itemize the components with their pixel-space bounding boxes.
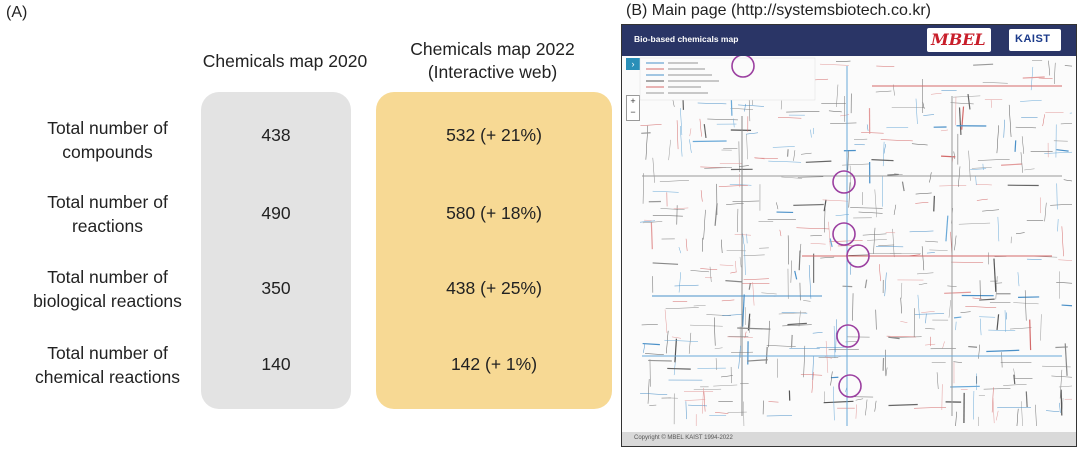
column-header-2022: Chemicals map 2022 (Interactive web) — [385, 38, 600, 84]
mbel-logo: MBEL — [927, 28, 991, 52]
column-header-2022-line-1: Chemicals map 2022 — [410, 39, 575, 59]
map-footer: Copyright © MBEL KAIST 1994-2022 — [622, 432, 1076, 446]
row-label-line: Total number of — [47, 118, 168, 138]
map-screenshot: Bio-based chemicals map MBEL KAIST › + − … — [621, 24, 1077, 447]
row-label-line: Total number of — [47, 192, 168, 212]
value-2022-compounds: 532 (+ 21%) — [446, 125, 542, 145]
map-title: Bio-based chemicals map — [634, 34, 739, 44]
value-2020-biological-reactions: 350 — [261, 278, 291, 298]
map-header: Bio-based chemicals map MBEL KAIST — [622, 25, 1076, 56]
zoom-control[interactable]: + − — [626, 95, 640, 121]
row-label-line: Total number of — [47, 343, 168, 363]
panel-b-label: (B) Main page (http://systemsbiotech.co.… — [626, 2, 931, 19]
row-label-line: Total number of — [47, 267, 168, 287]
chevron-right-icon[interactable]: › — [626, 58, 640, 70]
kaist-logo: KAIST — [1009, 29, 1061, 51]
row-label-line: chemical reactions — [35, 367, 180, 387]
value-2022-chemical-reactions: 142 (+ 1%) — [450, 354, 538, 374]
panel-a-label: (A) — [6, 4, 28, 21]
value-2022-biological-reactions: 438 (+ 25%) — [446, 278, 542, 298]
value-2022-reactions: 580 (+ 18%) — [446, 203, 542, 223]
row-label-line: biological reactions — [33, 291, 182, 311]
row-label-biological-reactions: Total number of biological reactions — [10, 265, 205, 313]
column-box-2022 — [376, 92, 612, 409]
row-label-reactions: Total number of reactions — [10, 190, 205, 238]
value-2020-reactions: 490 — [261, 203, 291, 223]
column-box-2020 — [201, 92, 351, 409]
pathway-map-graphic — [639, 56, 1073, 427]
row-label-chemical-reactions: Total number of chemical reactions — [10, 341, 205, 389]
value-2020-compounds: 438 — [261, 125, 291, 145]
row-label-compounds: Total number of compounds — [10, 116, 205, 164]
row-label-line: reactions — [71, 216, 143, 236]
map-copyright: Copyright © MBEL KAIST 1994-2022 — [634, 435, 733, 441]
value-2020-chemical-reactions: 140 — [261, 354, 291, 374]
column-header-2022-line-2: (Interactive web) — [427, 62, 558, 82]
column-header-2020: Chemicals map 2020 — [185, 50, 385, 73]
column-header-2020-line-1: Chemicals map 2020 — [202, 51, 368, 71]
row-label-line: compounds — [62, 142, 153, 162]
